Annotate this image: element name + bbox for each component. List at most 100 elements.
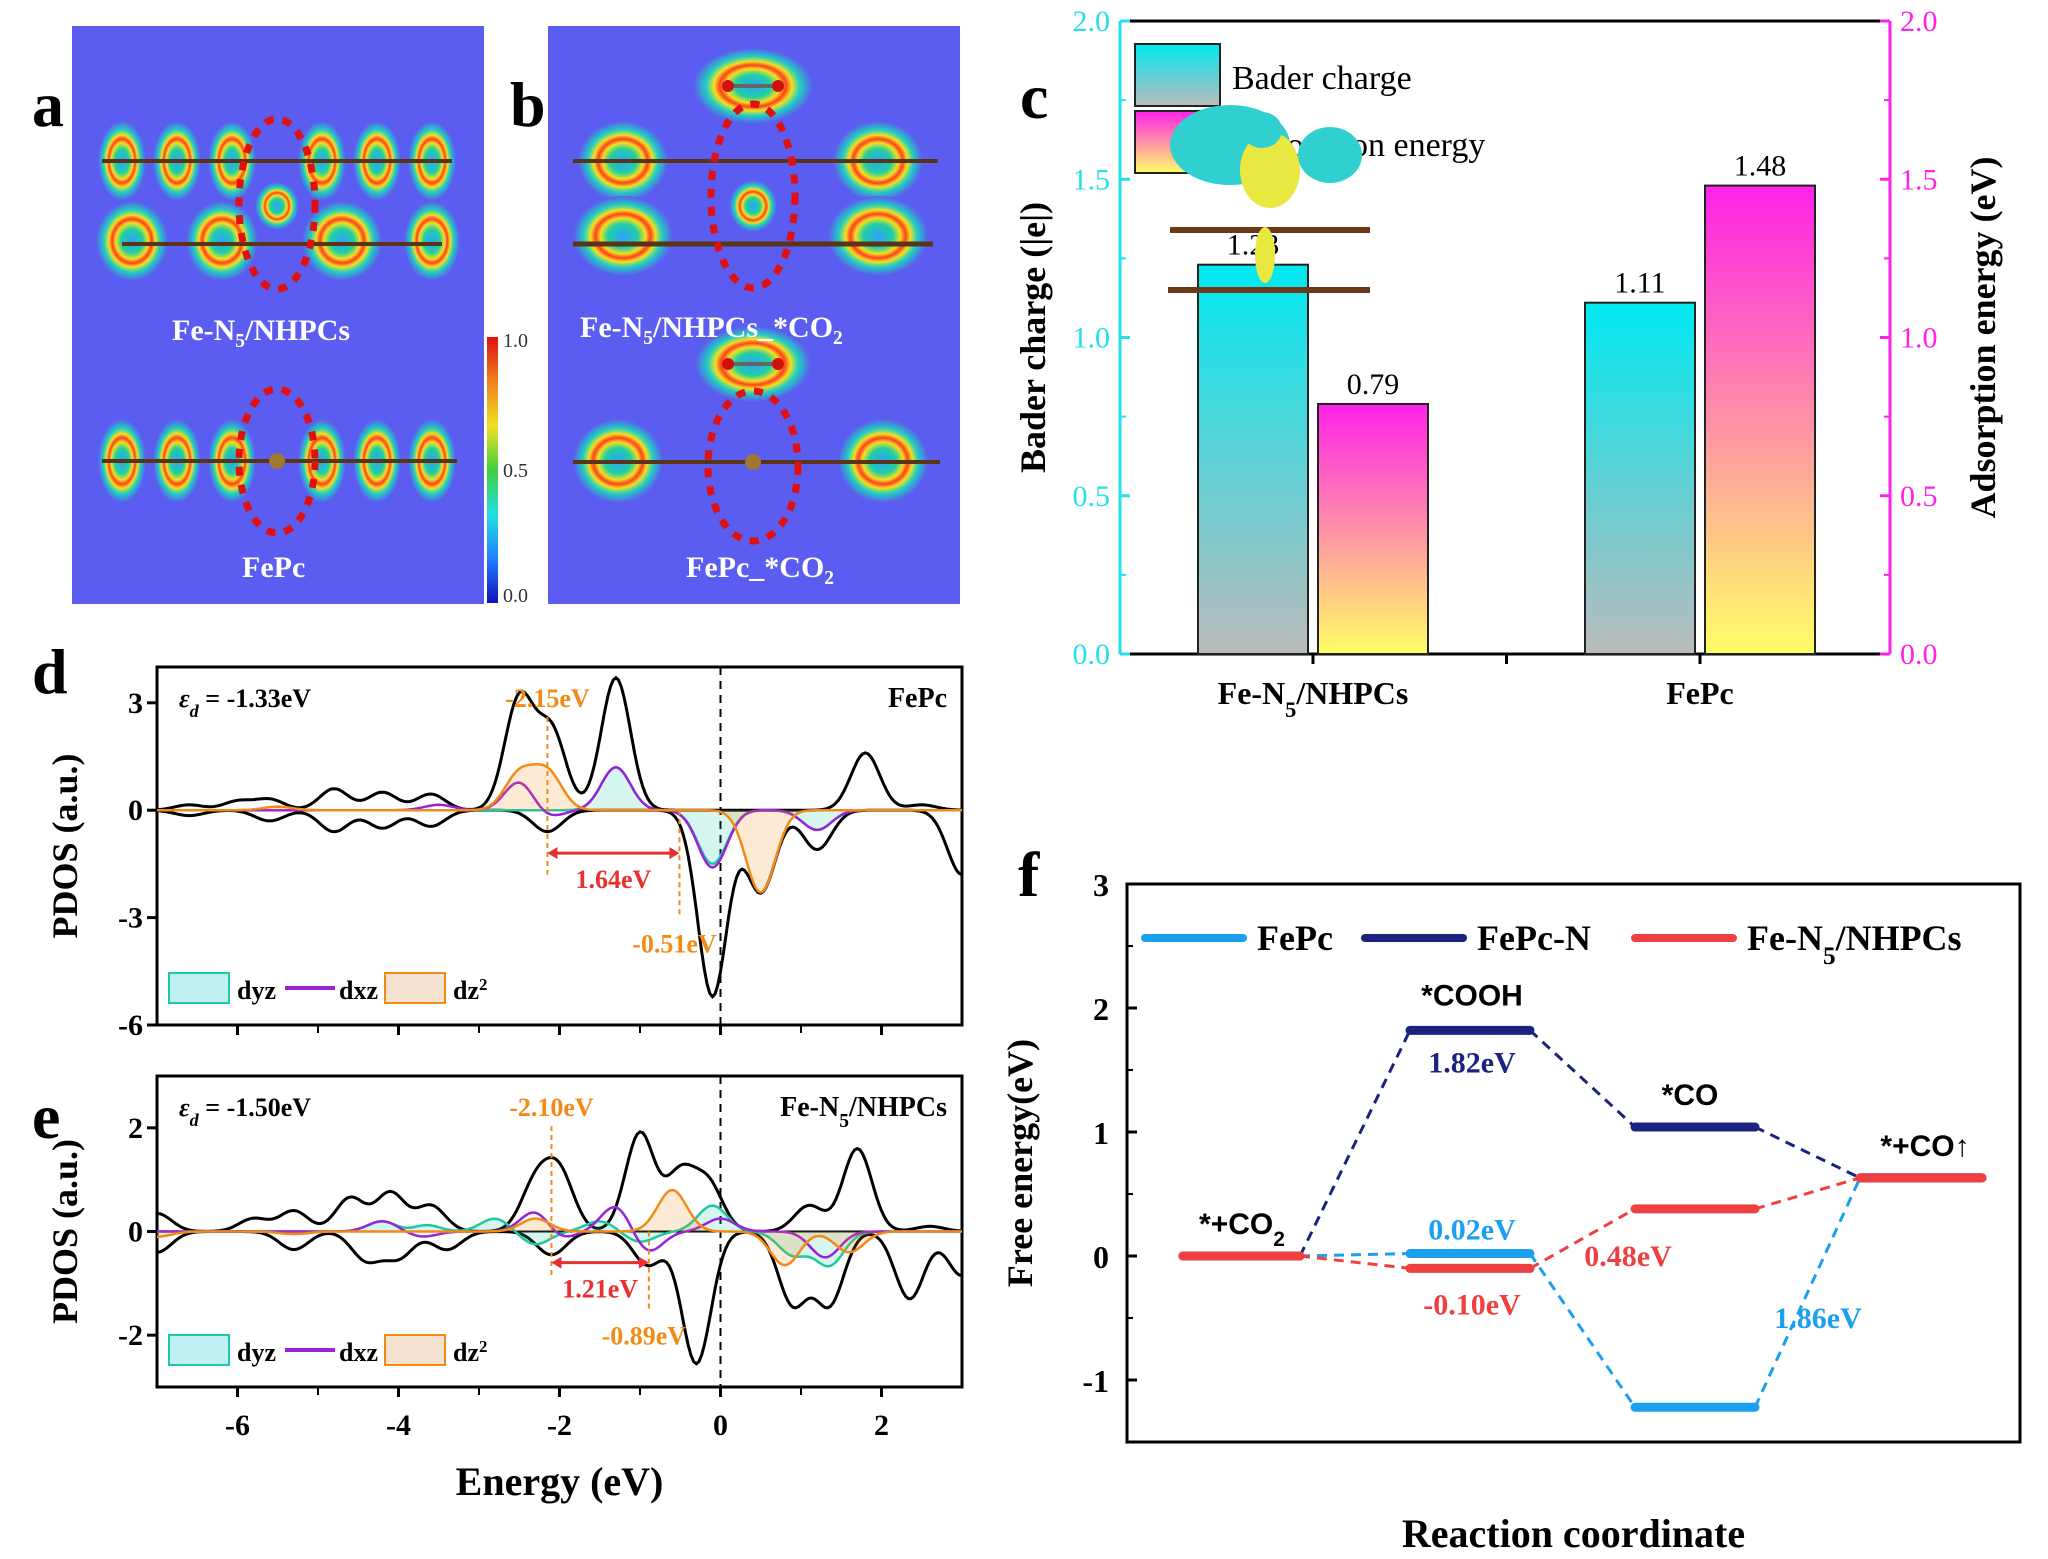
right-tick-label: 1.5 [1900, 163, 1938, 196]
y-tick-label: 3 [1093, 867, 1109, 903]
legend-swatch [1134, 43, 1221, 107]
pdos-curve-total-up [156, 675, 963, 812]
pdos-curve-total-up [156, 1130, 963, 1233]
left-tick-label: 0.5 [1073, 480, 1111, 513]
x-tick-label: 2 [874, 1409, 889, 1442]
chart-e: -2 0 2 -6 -4 -2 0 2 -2.10eV -0.89eV 1.21eV εd = -1.… [45, 1074, 964, 1504]
legend-swatch-dyz [168, 972, 230, 1004]
step-label: *+CO↑ [1880, 1130, 1969, 1163]
x-tick-label: -2 [547, 1409, 572, 1442]
legend-swatch-dz2 [384, 972, 446, 1004]
step-label: *+CO2 [1199, 1208, 1285, 1251]
colorbar-tick-min: 0.0 [503, 585, 528, 607]
plot-frame [1125, 882, 2022, 1444]
fe-n5-co2-structure-b [573, 48, 938, 292]
connector-FePc [1528, 1252, 1637, 1409]
bar-bader [1197, 263, 1309, 655]
pdos-curve-dxz [157, 1205, 962, 1259]
legend-label-dyz: dyz [237, 1338, 276, 1367]
elf-structures-a [96, 115, 460, 537]
band-marker-label: -0.89eV [602, 1321, 687, 1350]
elf-map-a: Fe-N5/NHPCs FePc [72, 26, 484, 604]
legend-label: Bader charge [1232, 60, 1412, 97]
legend-label: FePc-N [1477, 918, 1591, 958]
legend-label: FePc [1257, 918, 1333, 958]
panel-label-c: c [1020, 61, 1049, 132]
x-axis-label: Reaction coordinate [1402, 1511, 1745, 1556]
left-tick-label: 2.0 [1073, 5, 1111, 38]
bar-bader [1584, 301, 1696, 655]
d-band-center-label: εd = -1.33eV [179, 684, 311, 721]
plot-title: FePc [888, 683, 947, 714]
connector-FePc-N [1298, 1029, 1412, 1257]
pdos-curve-total-down [156, 808, 963, 1000]
y2-axis-label: Adsorption energy (eV) [1963, 157, 2003, 519]
y-tick-label: -1 [1082, 1363, 1109, 1399]
fepc-structure-a [98, 385, 457, 537]
legend-label: Fe-N5/NHPCs [1747, 918, 1962, 970]
colorbar-tick-max: 1.0 [503, 330, 528, 352]
left-tick-label: 1.0 [1073, 322, 1111, 355]
y-tick-label: -6 [118, 1009, 143, 1042]
y-tick-label: 1 [1093, 1115, 1109, 1151]
band-marker-label: -2.15eV [505, 684, 590, 713]
elf-structures-b [573, 48, 940, 545]
legend-label-dxz: dxz [339, 1338, 378, 1367]
y-axis-label: Free energy(eV) [1000, 1039, 1040, 1287]
gap-label: 1.64eV [576, 865, 652, 894]
chart-d: -6 -3 0 3 -2.15eV -0.51eV 1.64eV εd = -1.33eV Fe… [45, 665, 964, 1042]
connector-FePc-N [1754, 1125, 1861, 1180]
x-tick-label: 0 [713, 1409, 728, 1442]
legend-label-dz2: dz2 [453, 975, 487, 1006]
charge-density-inset [1168, 105, 1370, 293]
colorbar-tick-mid: 0.5 [503, 460, 528, 482]
connector-FePc [1299, 1252, 1411, 1258]
caption-fe-n5: Fe-N5/NHPCs [172, 314, 351, 352]
pdos-fill-dz2 [157, 764, 962, 893]
panel-label-e: e [32, 1081, 61, 1152]
gap-arrowheads [551, 1256, 649, 1269]
energy-annotation: 0.02eV [1428, 1214, 1516, 1247]
pdos-curve-dxz [157, 765, 962, 869]
y-tick-label: -2 [118, 1319, 143, 1352]
right-tick-label: 1.0 [1900, 322, 1938, 355]
energy-annotation: 1.86eV [1774, 1302, 1862, 1335]
pdos-curve-dz2 [157, 763, 962, 894]
panel-label-a: a [32, 69, 64, 140]
y-tick-label: 0 [128, 794, 143, 827]
d-band-center-label: εd = -1.50eV [179, 1093, 311, 1130]
gap-label: 1.21eV [562, 1275, 638, 1304]
elf-map-b: Fe-N5/NHPCs_*CO2 FePc_*CO2 [548, 26, 960, 604]
bar-adsorption [1704, 184, 1816, 656]
connector-FePc-N [1528, 1029, 1637, 1129]
connector-FePc [1753, 1177, 1862, 1408]
x-tick-label: -6 [225, 1409, 250, 1442]
energy-annotation: -0.10eV [1423, 1288, 1521, 1321]
pdos-curve-dz2 [156, 1188, 962, 1267]
fe-n5-structure-a [96, 115, 460, 293]
left-tick-label: 0.0 [1073, 638, 1111, 671]
caption-fe-n5-co2: Fe-N5/NHPCs_*CO2 [580, 311, 843, 349]
y-tick-label: 2 [1093, 991, 1109, 1027]
panel-label-f: f [1018, 839, 1040, 910]
fepc-co2-structure-b [573, 326, 940, 545]
energy-annotation: 0.48eV [1584, 1240, 1672, 1273]
y-tick-label: 3 [128, 687, 143, 720]
y-tick-label: 0 [1093, 1239, 1109, 1275]
left-tick-label: 1.5 [1073, 163, 1111, 196]
step-label: *CO [1662, 1079, 1719, 1112]
panel-label-d: d [32, 636, 68, 707]
connector-Fe-N5/NHPCs [1299, 1254, 1411, 1270]
y-tick-label: 2 [128, 1112, 143, 1145]
y-tick-label: -3 [118, 902, 143, 935]
caption-fepc: FePc [242, 551, 306, 584]
connector-Fe-N5/NHPCs [1754, 1176, 1861, 1211]
band-marker-label: -2.10eV [509, 1093, 594, 1122]
legend-label-dyz: dyz [237, 976, 276, 1005]
x-tick-label: -4 [386, 1409, 411, 1442]
pdos-fill-dyz [157, 767, 962, 864]
y-tick-label: 0 [128, 1216, 143, 1249]
pdos-curve-total-down [156, 1230, 963, 1366]
chart-c: 0.0 0.0 0.5 0.5 1.0 1.0 1.5 1.5 2.0 2.0 Bader char… [1013, 5, 2003, 720]
bar-value-label: 1.48 [1734, 150, 1787, 183]
